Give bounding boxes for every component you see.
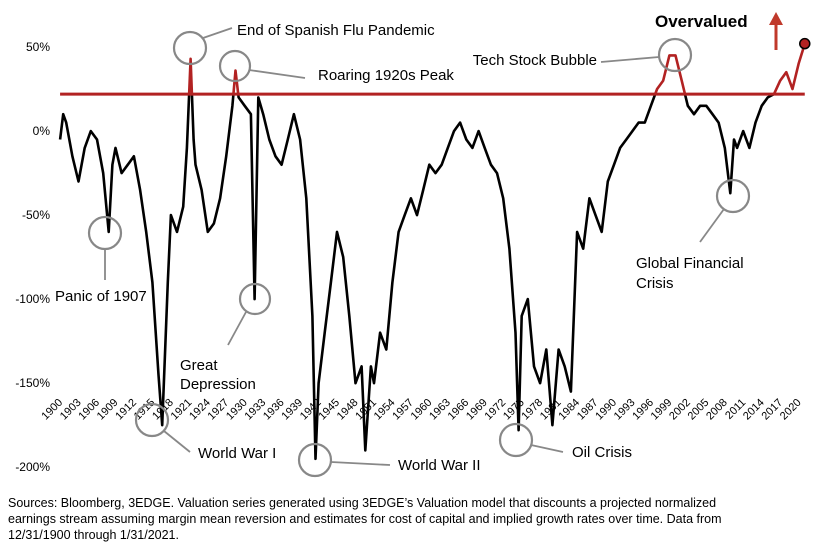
y-tick-label: -50%: [22, 208, 50, 222]
callout-circle: [715, 178, 751, 214]
y-tick-label: 50%: [26, 40, 50, 54]
arrow-head: [769, 12, 783, 25]
callout-line: [163, 430, 191, 453]
annotation: Tech Stock Bubble: [473, 52, 597, 69]
footnote-line: Sources: Bloomberg, 3EDGE. Valuation ser…: [8, 496, 716, 510]
callout-line: [248, 69, 306, 79]
annotation: Panic of 1907: [55, 288, 147, 305]
callout-line: [699, 208, 725, 243]
footnote-line: 12/31/1900 through 1/31/2021.: [8, 528, 179, 542]
annotation: Global Financial: [636, 255, 744, 272]
annotation: End of Spanish Flu Pandemic: [237, 22, 435, 39]
callout-line: [202, 27, 233, 39]
callout-circle: [134, 402, 170, 438]
callout-line: [530, 444, 564, 453]
annotation: Oil Crisis: [572, 444, 632, 461]
callout-circle: [297, 442, 333, 478]
footnote-line: earnings stream assuming margin mean rev…: [8, 512, 722, 526]
annotations: Panic of 1907 End of Spanish Flu Pandemi…: [55, 12, 783, 478]
overvalued-label: Overvalued: [655, 12, 748, 31]
y-tick-label: 0%: [33, 124, 51, 138]
annotation: Crisis: [636, 275, 674, 292]
callout-circle: [657, 37, 693, 73]
callout-circle: [238, 282, 272, 316]
callout-circle: [172, 30, 208, 66]
callout-circle: [218, 49, 252, 83]
y-tick-label: -200%: [15, 460, 50, 474]
annotation: Great: [180, 357, 218, 374]
x-tick-label: 2020: [778, 397, 804, 423]
latest-point: [799, 37, 811, 50]
callout-line: [600, 56, 660, 63]
annotation: World War I: [198, 445, 276, 462]
annotation: World War II: [398, 457, 481, 474]
annotation: Roaring 1920s Peak: [318, 67, 454, 84]
callout-line: [330, 461, 391, 466]
callout-circle: [87, 215, 123, 251]
series-line-overvalued: [187, 43, 807, 95]
footnote: Sources: Bloomberg, 3EDGE. Valuation ser…: [8, 496, 722, 542]
annotation: Depression: [180, 376, 256, 393]
y-tick-label: -100%: [15, 292, 50, 306]
callout-line: [227, 311, 247, 346]
y-tick-label: -150%: [15, 376, 50, 390]
series-line: [58, 94, 776, 461]
callout-circle: [498, 422, 534, 458]
